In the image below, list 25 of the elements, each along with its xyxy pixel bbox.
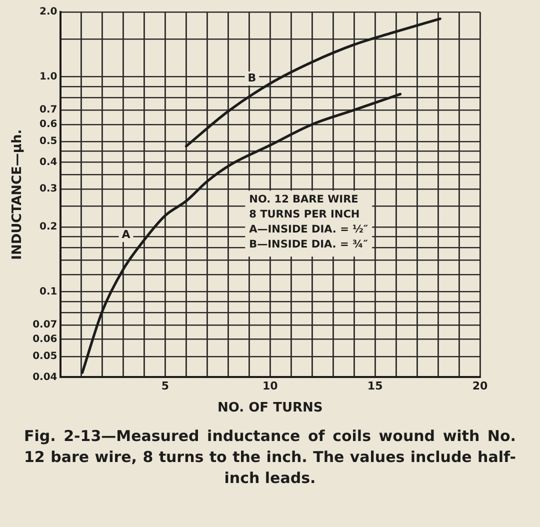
series-label: A (122, 228, 131, 241)
y-tick-label: 0.04 (32, 372, 58, 383)
caption: Fig. 2-13—Measured inductance of coils wound with No. 12 bare wire, 8 turns to the inch. The values include half-inch leads. (24, 426, 516, 489)
y-tick-label: 1.0 (40, 71, 58, 82)
y-tick-label: 0.7 (40, 104, 58, 116)
y-tick-label: 0.6 (40, 118, 58, 130)
y-axis-title: INDUCTANCE—μh. (10, 129, 26, 260)
line-series (184, 17, 442, 148)
y-tick-label: 0.5 (40, 136, 58, 148)
y-tick-label: 2.0 (40, 6, 58, 18)
y-tick-label: 0.05 (32, 350, 58, 362)
line-series (81, 92, 402, 374)
x-tick-label: 5 (161, 380, 170, 393)
annotation: NO. 12 BARE WIRE 8 TURNS PER INCH A—INSIDE DIA. = ½″ B—INSIDE DIA. = ¾″ (249, 194, 368, 251)
x-tick-label: 10 (262, 380, 278, 393)
y-tick-label: 0.2 (40, 222, 58, 233)
series-label: B (248, 71, 256, 84)
x-tick-label: 15 (367, 380, 383, 393)
y-tick-label: 0.06 (32, 334, 58, 345)
y-tick-label: 0.07 (32, 320, 58, 331)
x-axis-title: NO. OF TURNS (218, 400, 323, 416)
y-tick-label: 0.3 (40, 184, 58, 195)
y-tick-label: 0.4 (40, 156, 58, 168)
x-tick-label: 20 (472, 380, 488, 393)
y-tick-label: 0.1 (40, 286, 58, 298)
